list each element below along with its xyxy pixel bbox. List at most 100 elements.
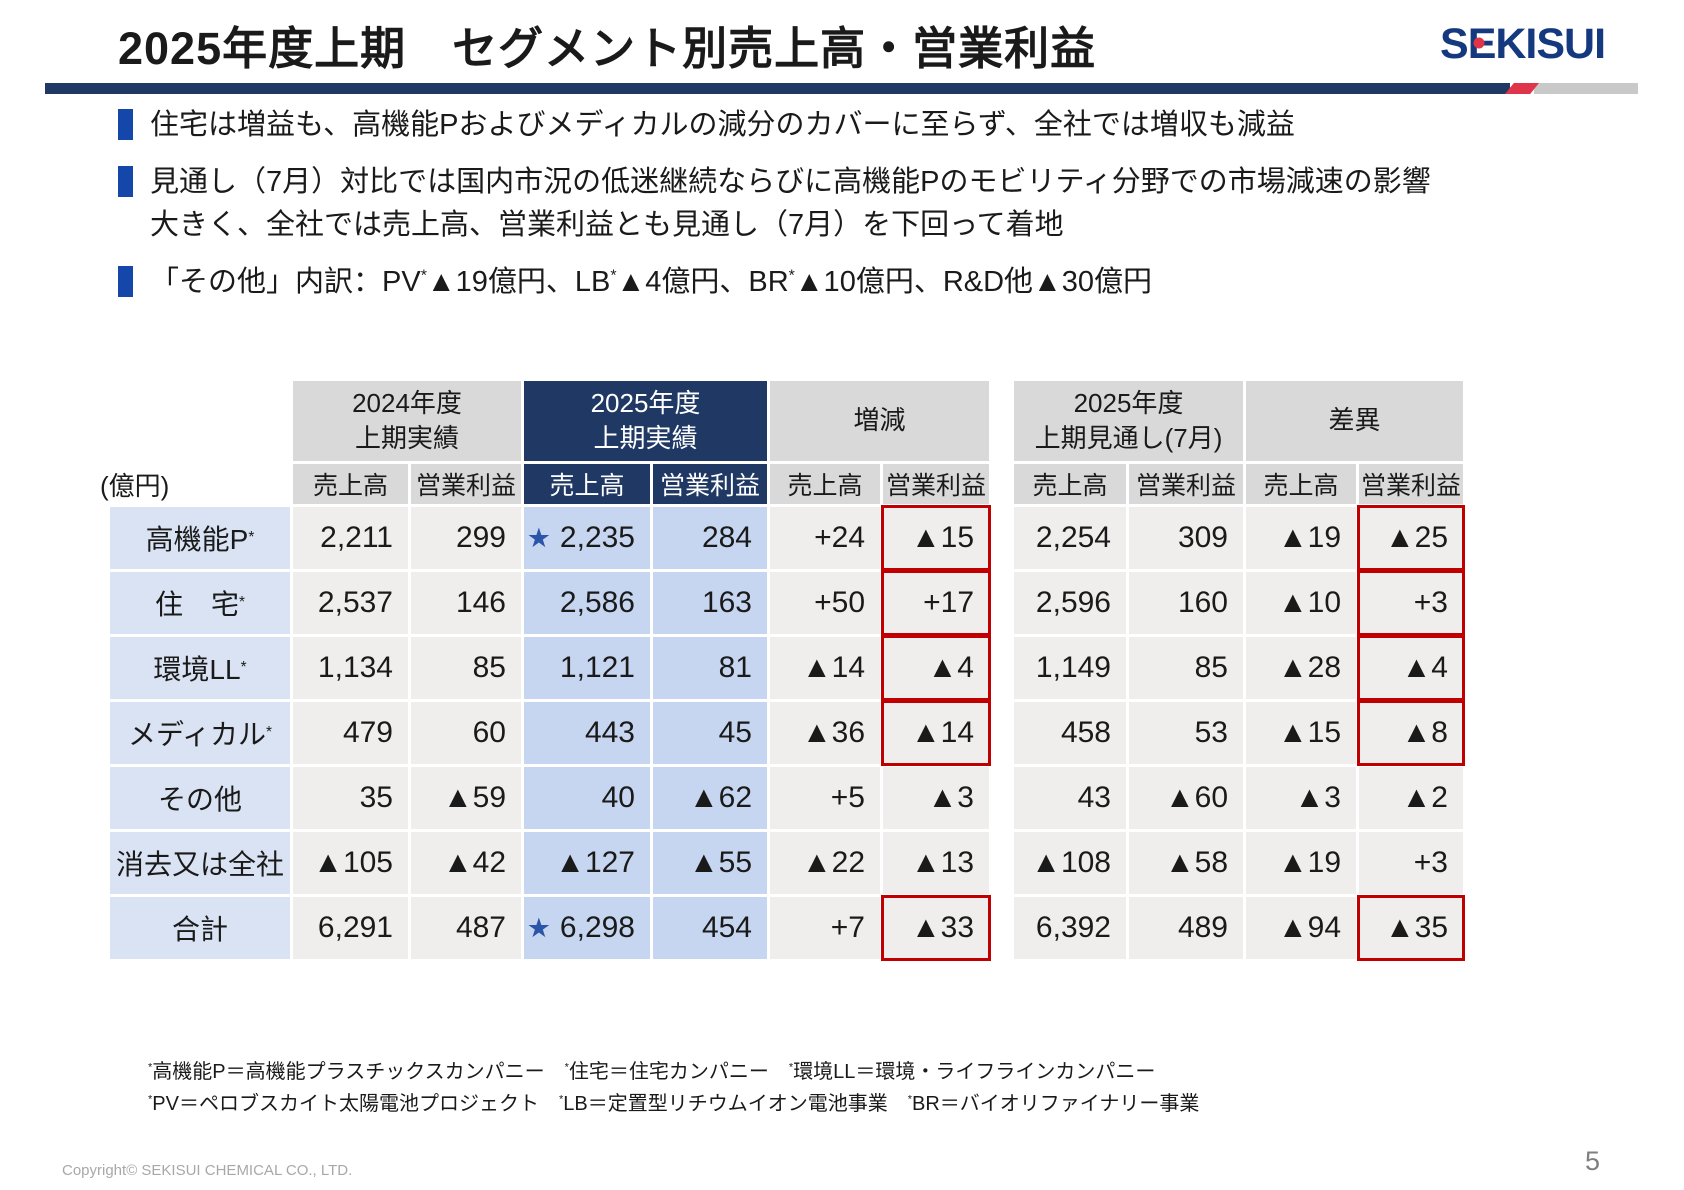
table-cell: ▲42	[411, 832, 521, 894]
column-group-header: 増減	[770, 381, 989, 461]
unit-label: (億円)	[100, 470, 170, 501]
bullet-text: 「その他」内訳：PV*▲19億円、LB*▲4億円、BR*▲10億円、R&D他▲3…	[150, 265, 1153, 298]
logo-letter: S	[1440, 20, 1469, 68]
table-cell: 458	[1014, 702, 1126, 764]
table-cell: ▲25	[1357, 505, 1465, 571]
table-cell: +50	[770, 572, 880, 634]
table-cell: ▲59	[411, 767, 521, 829]
bullet-marker-icon	[118, 265, 133, 297]
table-cell: 45	[653, 702, 767, 764]
column-subheader: 売上高	[1246, 464, 1356, 504]
table-cell: 1,134	[293, 637, 408, 699]
table-cell: ▲108	[1014, 832, 1126, 894]
table-cell: 6,392	[1014, 897, 1126, 959]
table-cell: +7	[770, 897, 880, 959]
table-cell: 479	[293, 702, 408, 764]
table-cell: 2,254	[1014, 507, 1126, 569]
row-label: メディカル *	[110, 702, 290, 764]
bullet-marker-icon	[118, 109, 133, 140]
table-cell: 81	[653, 637, 767, 699]
table-cell: ▲19	[1246, 507, 1356, 569]
star-icon: ★	[526, 522, 551, 553]
table-cell: ▲19	[1246, 832, 1356, 894]
table-cell: 85	[1129, 637, 1243, 699]
table-cell: ▲33	[881, 895, 991, 961]
bullet-text: 住宅は増益も、高機能Pおよびメディカルの減分のカバーに至らず、全社では増収も減益	[150, 109, 1295, 141]
bullet-marker-icon	[118, 165, 133, 197]
table-cell: ▲15	[881, 505, 991, 571]
bullet-item: 住宅は増益も、高機能Pおよびメディカルの減分のカバーに至らず、全社では増収も減益	[118, 104, 1453, 148]
table-cell: 2,596	[1014, 572, 1126, 634]
column-group-header: 差異	[1246, 381, 1463, 461]
table-cell: 299	[411, 507, 521, 569]
table-cell: 160	[1129, 572, 1243, 634]
table-cell: 40	[524, 767, 650, 829]
table-cell: ▲28	[1246, 637, 1356, 699]
table-cell: ▲3	[883, 767, 989, 829]
table-cell: ▲14	[881, 700, 991, 766]
footnotes: *高機能P＝高機能プラスチックスカンパニー *住宅＝住宅カンパニー *環境LL＝…	[148, 1056, 1199, 1120]
table-cell: +3	[1357, 570, 1465, 636]
bullet-item: 見通し（7月）対比では国内市況の低迷継続ならびに高機能Pのモビリティ分野での市場…	[118, 161, 1453, 248]
table-cell: 6,291	[293, 897, 408, 959]
table-cell: ▲4	[881, 635, 991, 701]
table-cell: ▲36	[770, 702, 880, 764]
row-label: 高機能P *	[110, 507, 290, 569]
column-subheader: 営業利益	[883, 464, 989, 504]
row-label: その他	[110, 767, 290, 829]
column-subheader: 営業利益	[1359, 464, 1463, 504]
table-cell: ▲13	[883, 832, 989, 894]
footnote-line: *PV＝ペロブスカイト太陽電池プロジェクト *LB＝定置型リチウムイオン電池事業…	[148, 1093, 1200, 1115]
table-cell: 309	[1129, 507, 1243, 569]
logo-red-dot-icon	[1473, 37, 1485, 49]
bullet-text: 見通し（7月）対比では国内市況の低迷継続ならびに高機能Pのモビリティ分野での市場…	[150, 165, 1431, 242]
column-subheader: 売上高	[770, 464, 880, 504]
row-label: 合計	[110, 897, 290, 959]
table-cell: ▲8	[1357, 700, 1465, 766]
underline-navy-segment	[45, 83, 1510, 94]
column-subheader: 売上高	[524, 464, 650, 504]
title-underline	[45, 83, 1638, 94]
star-icon: ★	[526, 912, 551, 943]
table-cell: 1,121	[524, 637, 650, 699]
table-cell: 146	[411, 572, 521, 634]
column-group-header: 2025年度 上期実績	[524, 381, 767, 461]
column-subheader: 営業利益	[1129, 464, 1243, 504]
table-cell: 489	[1129, 897, 1243, 959]
table-cell: 163	[653, 572, 767, 634]
table-cell: ▲58	[1129, 832, 1243, 894]
table-cell: ▲62	[653, 767, 767, 829]
table-cell: ★ 6,298	[524, 897, 650, 959]
table-cell: +24	[770, 507, 880, 569]
table-cell: 43	[1014, 767, 1126, 829]
table-cell: 2,586	[524, 572, 650, 634]
table-cell: 2,211	[293, 507, 408, 569]
page-title: 2025年度上期 セグメント別売上高・営業利益	[118, 23, 1097, 74]
row-label: 住 宅 *	[110, 572, 290, 634]
table-cell: +3	[1359, 832, 1463, 894]
table-cell: ▲105	[293, 832, 408, 894]
page-number: 5	[1585, 1146, 1601, 1176]
table-cell: 454	[653, 897, 767, 959]
column-subheader: 営業利益	[411, 464, 521, 504]
table-cell: 284	[653, 507, 767, 569]
table-cell: 85	[411, 637, 521, 699]
table-cell: ▲4	[1357, 635, 1465, 701]
table-cell: 35	[293, 767, 408, 829]
table-cell: ▲10	[1246, 572, 1356, 634]
table-cell: ▲127	[524, 832, 650, 894]
segment-table: 2024年度 上期実績 2025年度 上期実績 増減 2025年度 上期見通し(7月) 差異 (…	[100, 381, 1465, 961]
table-cell: ▲15	[1246, 702, 1356, 764]
table-cell: 1,149	[1014, 637, 1126, 699]
column-group-header: 2025年度 上期見通し(7月)	[1014, 381, 1243, 461]
key-points: 住宅は増益も、高機能Pおよびメディカルの減分のカバーに至らず、全社では増収も減益…	[118, 104, 1453, 317]
table-cell: +5	[770, 767, 880, 829]
table-cell: ★ 2,235	[524, 507, 650, 569]
table-cell: ▲94	[1246, 897, 1356, 959]
table-cell: +17	[881, 570, 991, 636]
table-cell: ▲3	[1246, 767, 1356, 829]
table-cell: ▲2	[1359, 767, 1463, 829]
row-label: 消去又は全社	[110, 832, 290, 894]
logo-letters: KISUI	[1495, 20, 1606, 68]
table-cell: ▲14	[770, 637, 880, 699]
